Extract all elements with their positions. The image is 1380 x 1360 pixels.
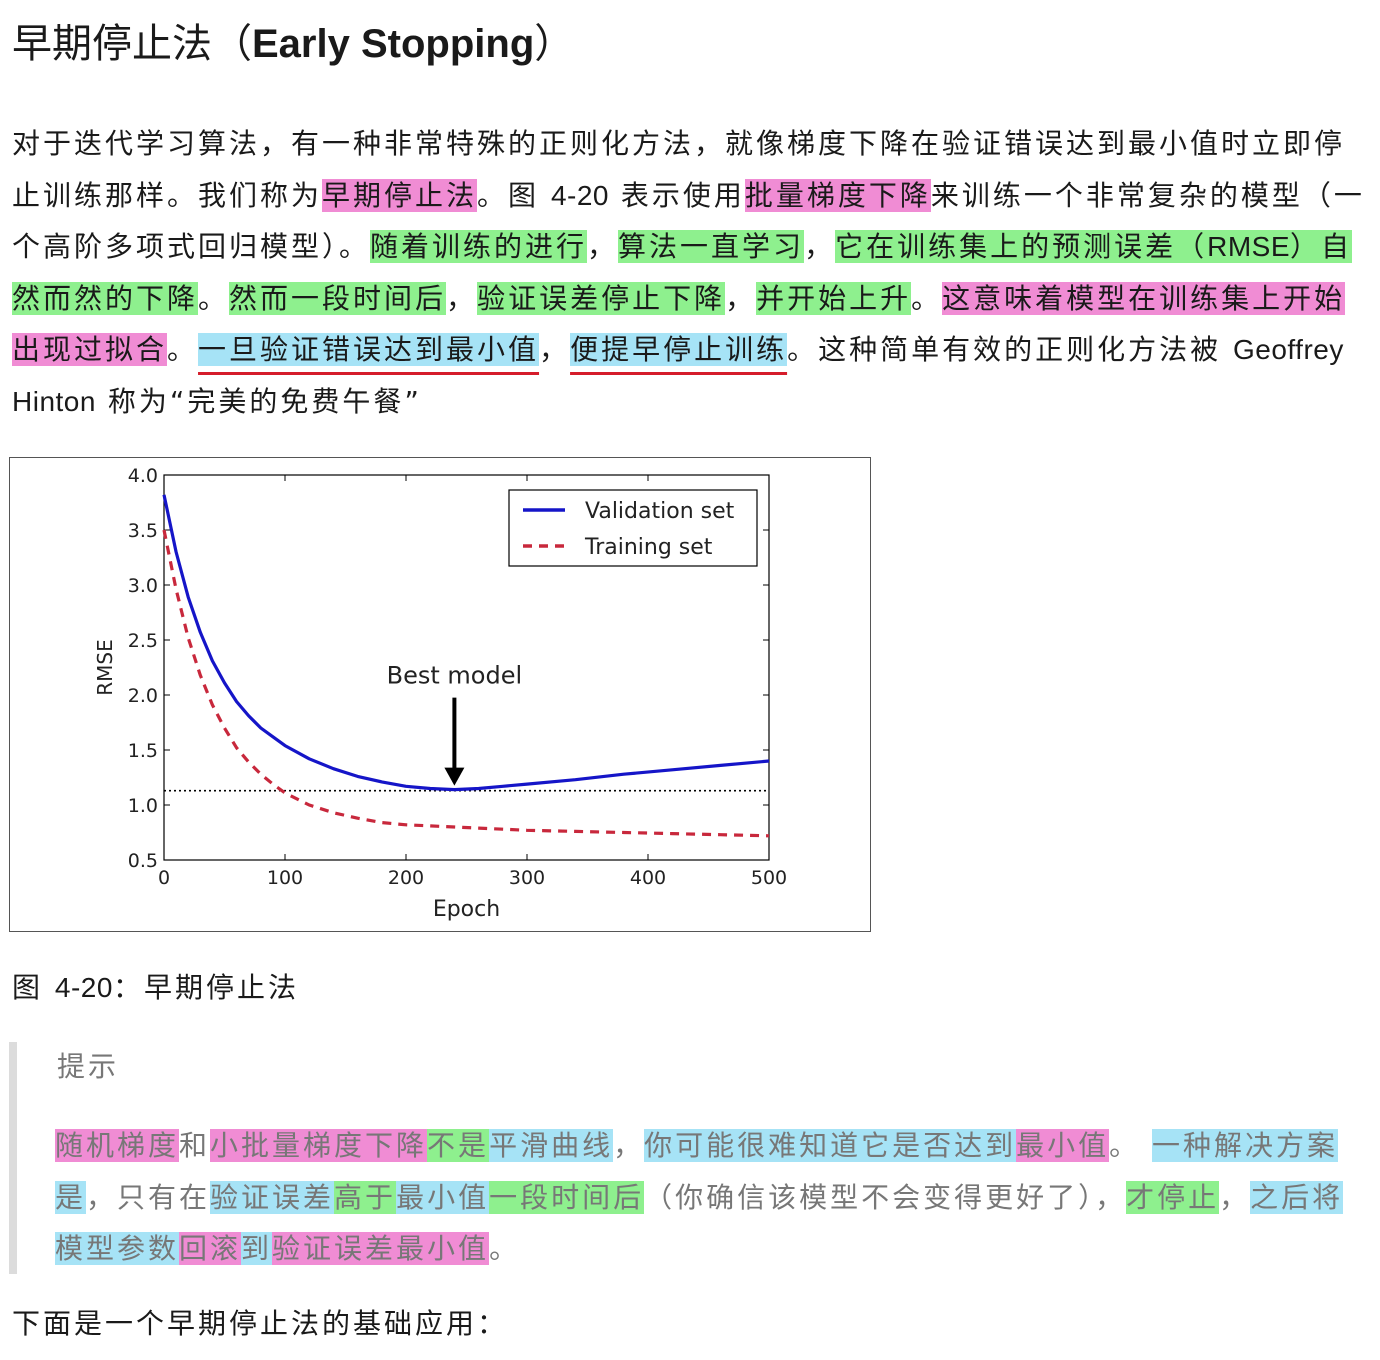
text-run: 它在训练集上的预测误差（ — [835, 230, 1208, 263]
x-tick-label: 300 — [509, 867, 545, 889]
annotation-arrow-head — [444, 767, 465, 786]
y-tick-label: 3.0 — [128, 575, 158, 597]
text-run: 来训练一个非常复杂的模型（一个高阶多项式回归模型）。 — [12, 178, 1365, 264]
figure-caption: 图 4-20：早期停止法 — [12, 962, 299, 1013]
highlight-green: 验证误差停止下降 — [477, 281, 726, 315]
highlight-green: 并开始上升 — [756, 281, 912, 315]
text-run: ， — [446, 281, 478, 315]
text-run: 。 — [167, 333, 199, 366]
highlight-blue: 验证误差 — [210, 1180, 335, 1214]
x-tick-label: 200 — [388, 867, 424, 889]
y-tick-label: 3.5 — [128, 520, 158, 542]
text-run: 对于迭代学习算法，有一种非常特殊的正则化方法，就像梯度下降在验证错误达到最小值时… — [12, 127, 1346, 212]
plot-frame — [163, 474, 770, 861]
text-run: ， — [1219, 1180, 1251, 1214]
highlight-green: 然而一段时间后 — [229, 281, 447, 315]
title-chinese: 早期停止法（ — [12, 21, 252, 67]
highlight-pink: 早期停止法 — [322, 178, 478, 212]
text-run: 称为“完美的免费午餐” — [95, 384, 422, 418]
y-tick-label: 4.0 — [128, 465, 158, 487]
footer-text: 下面是一个早期停止法的基础应用： — [12, 1307, 509, 1340]
x-tick-label: 0 — [158, 867, 170, 889]
text-run: 。 — [911, 281, 943, 315]
highlight-blue: 你可能很难知道它是否达到 — [644, 1129, 1017, 1162]
highlight-blue: 平滑曲线 — [489, 1129, 614, 1162]
title-close-paren: ） — [534, 21, 575, 67]
x-tick-label: 500 — [751, 867, 787, 889]
y-tick-label: 1.0 — [128, 795, 158, 817]
figure-reference: 4-20 — [550, 179, 609, 211]
caption-suffix: ：早期停止法 — [112, 971, 299, 1004]
text-run: （你确信该模型不会变得更好了）， — [644, 1180, 1127, 1214]
figure-early-stopping-chart: 0 100 200 300 400 500 0.5 1.0 1.5 2.0 2.5 3.0 3.5 4.0… — [9, 457, 871, 932]
x-tick-label: 400 — [630, 867, 666, 889]
text-run: 。这种简单有效的正则化方法被 — [787, 333, 1233, 366]
text-run: 。 — [198, 281, 230, 315]
tip-body: 随机梯度和小批量梯度下降不是平滑曲线，你可能很难知道它是否达到最小值。 一种解决… — [55, 1120, 1355, 1275]
chart-svg: 0 100 200 300 400 500 0.5 1.0 1.5 2.0 2.5 3.0 3.5 4.0… — [93, 465, 787, 922]
text-run: ，只有在 — [86, 1180, 211, 1214]
text-run: 和 — [179, 1129, 211, 1162]
highlight-blue-underlined: 一旦验证错误达到最小值 — [198, 333, 540, 366]
y-tick-label: 2.0 — [128, 685, 158, 707]
text-run: ， — [613, 1129, 645, 1162]
legend-label: Training set — [584, 535, 713, 560]
validation-series-line — [162, 494, 770, 792]
text-run: ， — [539, 333, 571, 366]
text-run: ， — [587, 230, 619, 263]
highlight-pink: 随机梯度 — [55, 1129, 180, 1162]
highlight-blue: 最小值 — [396, 1180, 490, 1214]
highlight-pink: 批量梯度下降 — [744, 178, 931, 212]
text-run: ）自然而然的下降 — [12, 230, 1353, 315]
text-run: 表示使用 — [608, 178, 745, 212]
legend-box — [508, 489, 758, 567]
tip-title: 提示 — [57, 1050, 120, 1083]
highlight-green: 不是 — [427, 1129, 490, 1162]
text-run: ， — [804, 230, 836, 263]
text-run: ， — [725, 281, 757, 315]
caption-prefix: 图 — [12, 971, 55, 1004]
highlight-pink: 验证误差最小值 — [272, 1232, 490, 1265]
caption-number: 4-20 — [54, 972, 113, 1003]
tip-blockquote: 提示 随机梯度和小批量梯度下降不是平滑曲线，你可能很难知道它是否达到最小值。 一… — [9, 1042, 1369, 1274]
highlight-pink: 回滚 — [179, 1232, 242, 1265]
highlight-pink: 最小值 — [1016, 1129, 1110, 1162]
highlight-green: 一段时间后 — [489, 1180, 645, 1214]
text-run: 。图 — [477, 178, 551, 212]
highlight-green: 随着训练的进行 — [370, 230, 588, 263]
y-tick-label: 1.5 — [128, 740, 158, 762]
body-paragraph: 对于迭代学习算法，有一种非常特殊的正则化方法，就像梯度下降在验证错误达到最小值时… — [12, 118, 1372, 427]
highlight-pink: 小批量梯度下降 — [210, 1129, 428, 1162]
person-name: Geoffrey Hinton — [12, 334, 1344, 417]
text-run: 。 — [1109, 1129, 1141, 1162]
section-title: 早期停止法（Early Stopping） — [12, 14, 574, 74]
legend-label: Validation set — [585, 499, 735, 524]
highlight-blue-underlined: 便提早停止训练 — [570, 333, 788, 366]
title-english: Early Stopping — [252, 22, 535, 66]
x-axis-label: Epoch — [433, 897, 500, 922]
highlight-blue: 到 — [241, 1232, 273, 1265]
y-axis-label: RMSE — [93, 639, 117, 695]
y-tick-label: 0.5 — [128, 850, 158, 872]
text-run: 。 — [489, 1232, 521, 1265]
y-tick-label: 2.5 — [128, 630, 158, 652]
highlight-green: 算法一直学习 — [618, 230, 805, 263]
highlight-green: 才停止 — [1126, 1180, 1220, 1214]
highlight-green: 高于 — [334, 1180, 397, 1214]
x-tick-label: 100 — [267, 867, 303, 889]
annotation-best-model: Best model — [387, 662, 523, 690]
rmse-term: RMSE — [1207, 231, 1290, 262]
